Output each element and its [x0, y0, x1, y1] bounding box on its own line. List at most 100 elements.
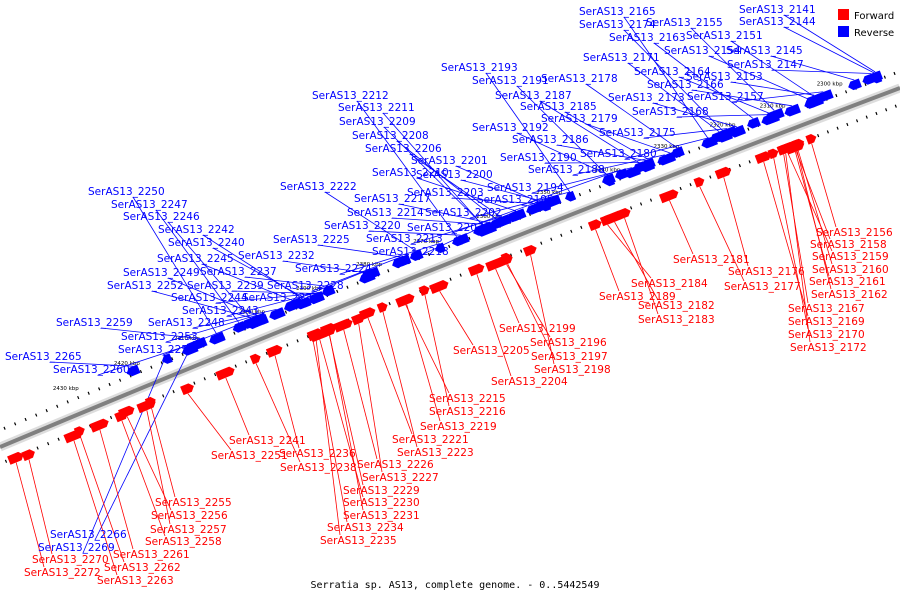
forward-gene-arrow — [377, 302, 388, 313]
forward-gene-label: SerAS13_2235 — [320, 535, 397, 547]
reverse-gene-label: SerAS13_2242 — [158, 224, 235, 236]
forward-gene-label: SerAS13_2158 — [810, 239, 887, 251]
minor-tick — [450, 278, 451, 281]
forward-gene-label: SerAS13_2161 — [809, 276, 886, 288]
minor-tick — [163, 395, 164, 398]
minor-tick — [710, 176, 711, 179]
reverse-gene-label: SerAS13_2247 — [111, 199, 188, 211]
reverse-gene-arrow — [747, 117, 761, 129]
forward-gene-arrow — [114, 411, 128, 423]
minor-tick — [37, 447, 38, 450]
minor-tick — [884, 76, 885, 79]
reverse-gene-label: SerAS13_2246 — [123, 211, 200, 223]
reverse-gene-label: SerAS13_2185 — [520, 101, 597, 113]
minor-tick — [749, 160, 750, 163]
forward-gene-label: SerAS13_2238 — [280, 462, 357, 474]
minor-tick — [449, 245, 450, 248]
minor-tick — [886, 108, 887, 111]
reverse-gene-label: SerAS13_2165 — [579, 6, 656, 18]
reverse-gene-label: SerAS13_2220 — [324, 220, 401, 232]
forward-gene-arrow — [351, 314, 365, 326]
forward-leader-line — [724, 177, 748, 266]
forward-leader-line — [29, 459, 52, 554]
minor-tick — [234, 332, 235, 335]
minor-tick — [297, 339, 298, 342]
minor-tick — [347, 286, 348, 289]
minor-tick — [837, 127, 838, 130]
reverse-gene-arrow — [269, 307, 286, 320]
minor-tick — [357, 282, 358, 285]
reverse-gene-label: SerAS13_2240 — [168, 237, 245, 249]
reverse-gene-label: SerAS13_2228 — [267, 280, 344, 292]
minor-tick — [78, 396, 79, 399]
forward-gene-label: SerAS13_2270 — [32, 554, 109, 566]
kbp-label: 2430 kbp — [53, 386, 79, 392]
minor-tick — [15, 422, 16, 425]
minor-tick — [846, 90, 847, 93]
forward-leader-line — [670, 201, 693, 254]
minor-tick — [99, 387, 100, 390]
forward-gene-arrow — [89, 419, 108, 433]
forward-gene-arrow — [659, 189, 678, 203]
minor-tick — [140, 370, 141, 373]
reverse-gene-label: SerAS13_2147 — [727, 59, 804, 71]
kbp-label: 2300 kbp — [817, 81, 843, 87]
forward-gene-label: SerAS13_2156 — [816, 227, 893, 239]
reverse-gene-label: SerAS13_2248 — [148, 317, 225, 329]
minor-tick — [88, 392, 89, 395]
reverse-gene-label: SerAS13_2222 — [280, 181, 357, 193]
reverse-gene-label: SerAS13_2225 — [273, 234, 350, 246]
minor-tick — [836, 94, 837, 97]
minor-tick — [631, 206, 632, 209]
reverse-gene-label: SerAS13_2200 — [416, 169, 493, 181]
minor-tick — [895, 105, 896, 108]
forward-gene-label: SerAS13_2184 — [631, 278, 708, 290]
legend-reverse-swatch — [838, 26, 849, 37]
forward-leader-line — [368, 318, 412, 434]
forward-gene-label: SerAS13_2170 — [788, 329, 865, 341]
reverse-gene-label: SerAS13_2218 — [372, 246, 449, 258]
reverse-gene-label: SerAS13_2232 — [238, 250, 315, 262]
reverse-gene-label: SerAS13_2141 — [739, 4, 816, 16]
minor-tick — [579, 193, 580, 196]
forward-gene-arrow — [180, 383, 194, 395]
forward-gene-label: SerAS13_2162 — [811, 289, 888, 301]
reverse-gene-label: SerAS13_2252 — [107, 280, 184, 292]
minor-tick — [847, 123, 848, 126]
minor-tick — [235, 365, 236, 368]
forward-gene-label: SerAS13_2183 — [638, 314, 715, 326]
forward-leader-line — [151, 406, 175, 497]
minor-tick — [641, 203, 642, 206]
reverse-gene-label: SerAS13_2245 — [157, 253, 234, 265]
legend: Forward Reverse — [838, 9, 894, 39]
minor-tick — [561, 234, 562, 237]
forward-gene-label: SerAS13_2177 — [724, 281, 801, 293]
minor-tick — [204, 377, 205, 380]
reverse-gene-label: SerAS13_2194 — [487, 182, 564, 194]
forward-gene-arrow — [419, 285, 430, 296]
legend-reverse-label: Reverse — [854, 28, 894, 39]
reverse-gene-label: SerAS13_2190 — [500, 152, 577, 164]
forward-gene-label: SerAS13_2216 — [429, 406, 506, 418]
minor-tick — [857, 119, 858, 122]
reverse-gene-label: SerAS13_2213 — [366, 233, 443, 245]
minor-tick — [57, 405, 58, 408]
forward-gene-label: SerAS13_2204 — [491, 376, 568, 388]
reverse-gene-label: SerAS13_2191 — [472, 75, 549, 87]
genome-caption: Serratia sp. AS13, complete genome. - 0.… — [311, 580, 600, 591]
forward-gene-arrow — [250, 354, 261, 365]
reverse-gene-label: SerAS13_2259 — [56, 317, 133, 329]
reverse-gene-label: SerAS13_2178 — [541, 73, 618, 85]
forward-gene-label: SerAS13_2167 — [788, 303, 865, 315]
minor-tick — [541, 242, 542, 245]
forward-gene-label: SerAS13_2236 — [279, 448, 356, 460]
minor-tick — [36, 414, 37, 417]
reverse-gene-label: SerAS13_2208 — [352, 130, 429, 142]
forward-leader-line — [188, 393, 231, 450]
legend-forward-swatch — [838, 9, 849, 20]
forward-gene-label: SerAS13_2172 — [790, 342, 867, 354]
forward-gene-label: SerAS13_2219 — [420, 421, 497, 433]
minor-tick — [285, 311, 286, 314]
forward-gene-label: SerAS13_2196 — [530, 337, 607, 349]
